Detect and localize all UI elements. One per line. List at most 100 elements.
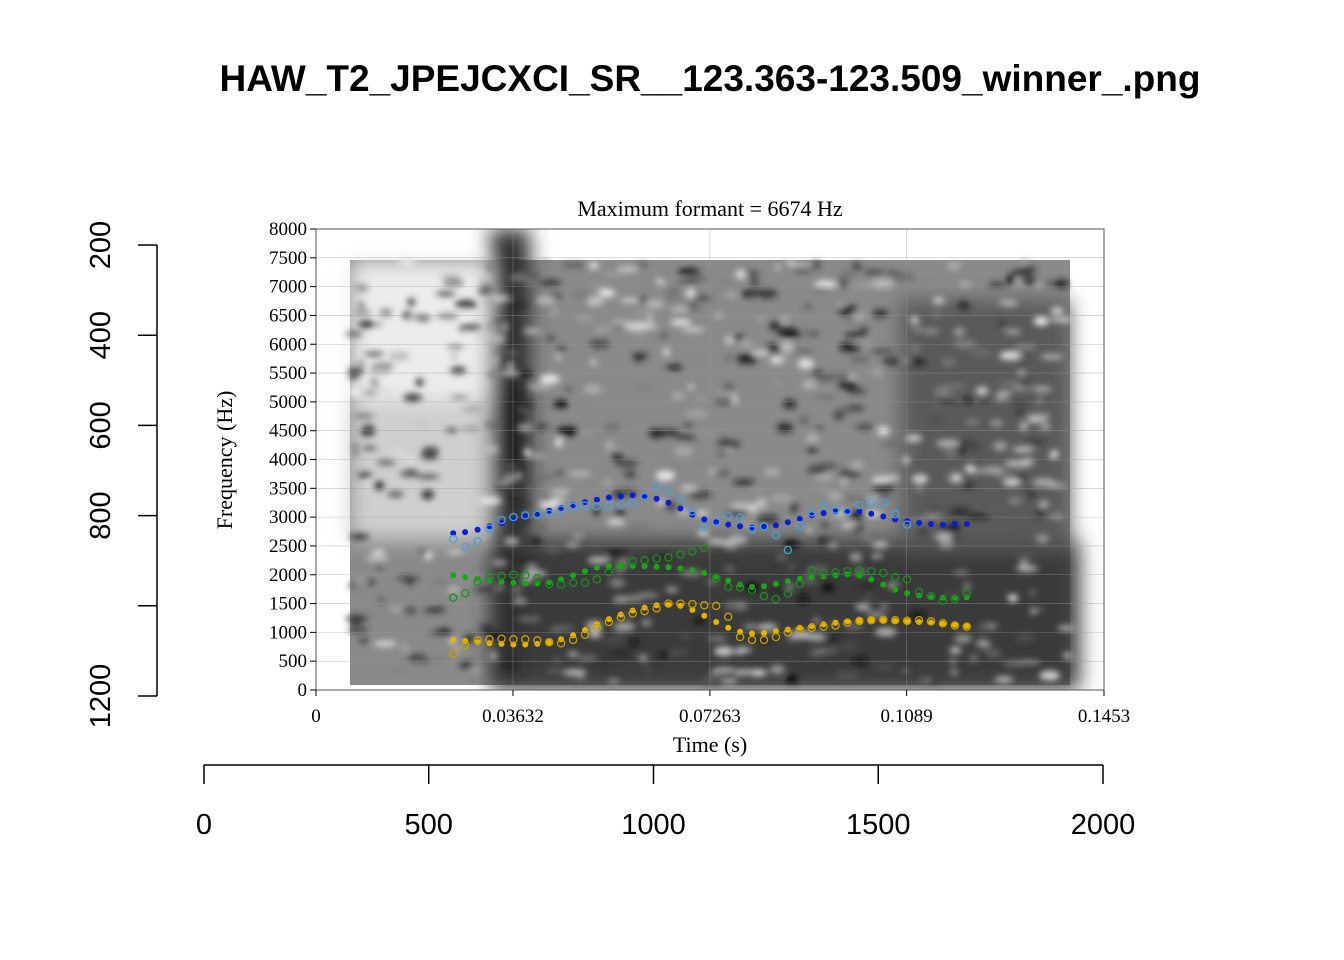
spec-speckle [390, 606, 402, 612]
spec-speckle [627, 526, 651, 530]
spec-speckle [1015, 633, 1034, 643]
formant-dot [784, 519, 791, 526]
formant-circle [568, 635, 578, 645]
spec-speckle [900, 359, 913, 363]
spec-speckle [897, 450, 920, 455]
spec-speckle [726, 549, 747, 554]
spec-speckle [530, 273, 539, 280]
spec-speckle [805, 527, 814, 534]
formant-circle [448, 593, 458, 603]
spec-speckle [783, 260, 796, 265]
formant-circle [735, 513, 745, 522]
spec-speckle [539, 500, 559, 509]
spec-speckle [794, 465, 806, 469]
spec-speckle [870, 349, 894, 354]
formant-dot [474, 526, 481, 533]
spec-speckle [759, 636, 773, 642]
y-tick-label: 7000 [269, 277, 307, 298]
spec-speckle [1035, 534, 1049, 543]
spec-speckle [841, 523, 857, 528]
formant-circle [938, 618, 948, 628]
formant-circle [568, 578, 578, 588]
formant-dot [653, 495, 660, 502]
spec-speckle [1053, 279, 1069, 288]
spec-speckle [931, 387, 950, 393]
spec-speckle [795, 350, 814, 354]
spec-speckle [517, 617, 541, 621]
spec-speckle [511, 585, 523, 595]
spec-speckle [450, 395, 469, 399]
spec-speckle [529, 537, 542, 546]
spec-speckle [966, 604, 973, 608]
formant-circle [592, 501, 602, 511]
spec-speckle [516, 301, 529, 309]
spec-speckle [989, 420, 1004, 427]
spec-speckle [516, 408, 532, 413]
formant-dot [605, 616, 612, 623]
spec-speckle [461, 426, 481, 431]
spec-speckle [515, 559, 537, 564]
formant-dot [462, 529, 469, 536]
spec-speckle [366, 479, 373, 490]
spec-speckle [694, 394, 709, 403]
spec-speckle [909, 346, 921, 352]
chart-title: Maximum formant = 6674 Hz [577, 196, 843, 221]
formant-dot [665, 499, 672, 506]
spec-speckle [873, 367, 883, 378]
spec-speckle [415, 378, 424, 387]
spec-speckle [1048, 514, 1065, 519]
spec-speckle [997, 390, 1013, 395]
formant-dot [928, 521, 934, 527]
spec-speckle [872, 663, 894, 671]
outer-y-tick-label: 200 [85, 221, 117, 269]
formant-circle [700, 522, 709, 532]
spec-speckle [483, 301, 504, 305]
spec-speckle [647, 282, 658, 288]
spec-speckle [351, 621, 361, 625]
spec-speckle [805, 565, 830, 574]
spec-speckle [852, 656, 868, 666]
spec-speckle [798, 415, 810, 425]
spec-speckle [397, 576, 420, 581]
spec-speckle [371, 549, 386, 555]
spec-speckle [475, 630, 486, 637]
spec-speckle [805, 657, 822, 666]
spec-speckle [968, 443, 982, 453]
spec-speckle [953, 554, 962, 559]
formant-dot [570, 572, 577, 579]
formant-circle [497, 515, 506, 525]
spec-speckle [479, 279, 486, 284]
formant-dot [928, 594, 934, 601]
spec-speckle [350, 387, 359, 397]
spec-speckle [671, 392, 685, 400]
spec-speckle [947, 262, 961, 270]
spec-speckle [736, 353, 758, 364]
spec-speckle [748, 269, 760, 280]
formant-dot [832, 619, 839, 626]
spec-speckle [789, 263, 813, 268]
spec-speckle [985, 507, 1004, 511]
spec-speckle [997, 300, 1019, 305]
spec-speckle [732, 333, 745, 340]
spec-speckle [811, 368, 823, 377]
spec-speckle [375, 564, 384, 569]
spec-speckle [706, 636, 728, 641]
formant-circle [604, 617, 614, 627]
spec-speckle [1020, 276, 1038, 287]
spec-speckle [419, 549, 429, 555]
spec-speckle [354, 283, 369, 293]
spec-speckle [533, 475, 555, 480]
formant-dot [498, 578, 505, 585]
formant-circle [879, 498, 888, 507]
formant-dot [951, 621, 958, 628]
formant-dot [868, 617, 875, 624]
x-tick-label: 0 [311, 706, 321, 727]
spec-speckle [571, 290, 594, 300]
spec-speckle [509, 302, 520, 307]
x-axis-label: Time (s) [673, 732, 747, 757]
formant-circle [592, 575, 602, 584]
spec-speckle [373, 641, 398, 647]
formant-dot [617, 562, 624, 569]
spec-speckle [879, 442, 901, 446]
